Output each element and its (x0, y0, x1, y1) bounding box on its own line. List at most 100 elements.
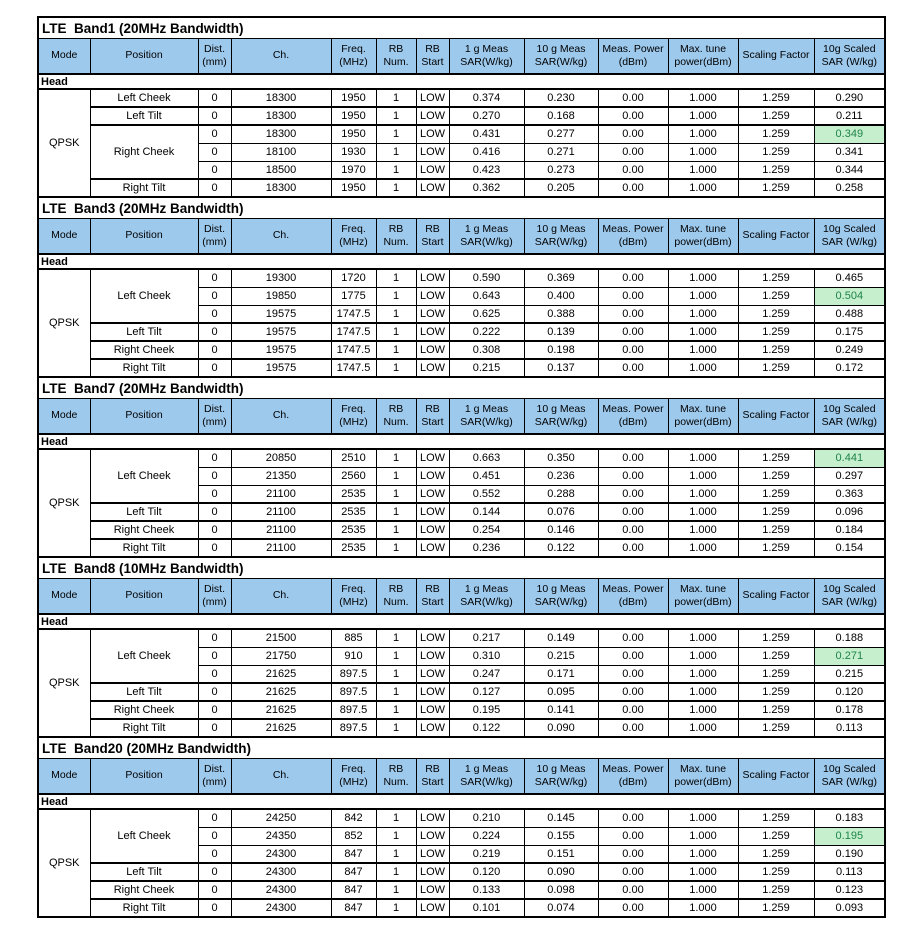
max-tune-power-cell: 1.000 (667, 286, 739, 306)
freq-cell: 885 (330, 628, 377, 648)
freq-cell: 852 (330, 826, 377, 846)
scaling-factor-cell: 1.259 (737, 664, 815, 684)
sar-1g-cell: 0.219 (448, 844, 525, 864)
dist-cell: 0 (197, 538, 232, 558)
sar-10g-cell: 0.139 (523, 322, 599, 342)
scaling-factor-cell: 1.259 (737, 340, 815, 360)
sar-1g-cell: 0.590 (448, 268, 525, 288)
exposure-group-label: Head (37, 73, 886, 90)
max-tune-power-cell: 1.000 (667, 268, 739, 288)
column-header: 10 g Meas SAR(W/kg) (523, 758, 599, 795)
rb-num-cell: 1 (375, 808, 417, 828)
exposure-group-row: Head (37, 613, 886, 630)
column-header: Freq. (MHz) (330, 38, 377, 75)
band-table: LTE Band20 (20MHz Bandwidth) Mode Position… (37, 736, 887, 918)
scaled-sar-cell: 0.341 (813, 142, 886, 162)
rb-num-cell: 1 (375, 322, 417, 342)
meas-power-cell: 0.00 (597, 160, 669, 180)
scaling-factor-cell: 1.259 (737, 358, 815, 378)
meas-power-cell: 0.00 (597, 862, 669, 882)
rb-start-cell: LOW (415, 682, 450, 702)
dist-cell: 0 (197, 898, 232, 918)
scaled-sar-cell: 0.093 (813, 898, 886, 918)
dist-cell: 0 (197, 700, 232, 720)
exposure-group-label: Head (37, 253, 886, 270)
section-title-row: LTE Band20 (20MHz Bandwidth) (37, 736, 886, 759)
rb-num-cell: 1 (375, 448, 417, 468)
column-header: Max. tune power(dBm) (667, 578, 739, 615)
dist-cell: 0 (197, 106, 232, 126)
max-tune-power-cell: 1.000 (667, 682, 739, 702)
mode-cell: QPSK (37, 268, 91, 378)
scaling-factor-cell: 1.259 (737, 646, 815, 666)
position-cell: Right Tilt (89, 718, 199, 738)
channel-cell: 24300 (230, 880, 332, 900)
column-header: Position (89, 38, 199, 75)
max-tune-power-cell: 1.000 (667, 142, 739, 162)
freq-cell: 847 (330, 898, 377, 918)
column-header: RB Start (415, 218, 450, 255)
freq-cell: 1775 (330, 286, 377, 306)
meas-power-cell: 0.00 (597, 664, 669, 684)
max-tune-power-cell: 1.000 (667, 718, 739, 738)
scaling-factor-cell: 1.259 (737, 448, 815, 468)
column-header: RB Num. (375, 218, 417, 255)
freq-cell: 897.5 (330, 718, 377, 738)
freq-cell: 1970 (330, 160, 377, 180)
sar-10g-cell: 0.198 (523, 340, 599, 360)
sar-1g-cell: 0.224 (448, 826, 525, 846)
column-header: 10 g Meas SAR(W/kg) (523, 38, 599, 75)
rb-start-cell: LOW (415, 808, 450, 828)
dist-cell: 0 (197, 718, 232, 738)
scaling-factor-cell: 1.259 (737, 484, 815, 504)
channel-cell: 21500 (230, 628, 332, 648)
dist-cell: 0 (197, 466, 232, 486)
max-tune-power-cell: 1.000 (667, 664, 739, 684)
scaled-sar-cell: 0.113 (813, 862, 886, 882)
scaled-sar-cell: 0.120 (813, 682, 886, 702)
rb-start-cell: LOW (415, 322, 450, 342)
scaling-factor-cell: 1.259 (737, 826, 815, 846)
column-header: 1 g Meas SAR(W/kg) (448, 218, 525, 255)
exposure-group-label: Head (37, 433, 886, 450)
meas-power-cell: 0.00 (597, 466, 669, 486)
meas-power-cell: 0.00 (597, 322, 669, 342)
freq-cell: 910 (330, 646, 377, 666)
column-header: RB Start (415, 578, 450, 615)
scaling-factor-cell: 1.259 (737, 682, 815, 702)
rb-start-cell: LOW (415, 628, 450, 648)
column-header: Ch. (230, 398, 332, 435)
channel-cell: 21100 (230, 520, 332, 540)
column-header: RB Num. (375, 38, 417, 75)
column-header: Position (89, 218, 199, 255)
sar-10g-cell: 0.151 (523, 844, 599, 864)
column-header: Dist. (mm) (197, 758, 232, 795)
rb-num-cell: 1 (375, 502, 417, 522)
sar-1g-cell: 0.362 (448, 178, 525, 198)
data-row: Right Cheek 0 19575 1747.5 1 LOW 0.308 0.198 0.0… (38, 340, 886, 360)
data-row: Right Tilt 0 24300 847 1 LOW 0.101 0.074 0.00 1.0… (38, 898, 886, 918)
rb-start-cell: LOW (415, 358, 450, 378)
channel-cell: 18300 (230, 106, 332, 126)
scaled-sar-cell: 0.258 (813, 178, 886, 198)
sar-1g-cell: 0.236 (448, 538, 525, 558)
section-title-row: LTE Band1 (20MHz Bandwidth) (37, 16, 886, 39)
section-title: LTE Band7 (20MHz Bandwidth) (37, 376, 886, 399)
meas-power-cell: 0.00 (597, 268, 669, 288)
scaling-factor-cell: 1.259 (737, 322, 815, 342)
sar-10g-cell: 0.145 (523, 808, 599, 828)
channel-cell: 24300 (230, 898, 332, 918)
position-cell: Right Cheek (89, 880, 199, 900)
scaling-factor-cell: 1.259 (737, 862, 815, 882)
channel-cell: 19575 (230, 322, 332, 342)
scaled-sar-cell: 0.096 (813, 502, 886, 522)
freq-cell: 897.5 (330, 682, 377, 702)
rb-num-cell: 1 (375, 106, 417, 126)
channel-cell: 19850 (230, 286, 332, 306)
column-header: Mode (37, 578, 91, 615)
sar-1g-cell: 0.133 (448, 880, 525, 900)
column-header: Ch. (230, 218, 332, 255)
position-cell: Left Tilt (89, 862, 199, 882)
column-header: Position (89, 578, 199, 615)
